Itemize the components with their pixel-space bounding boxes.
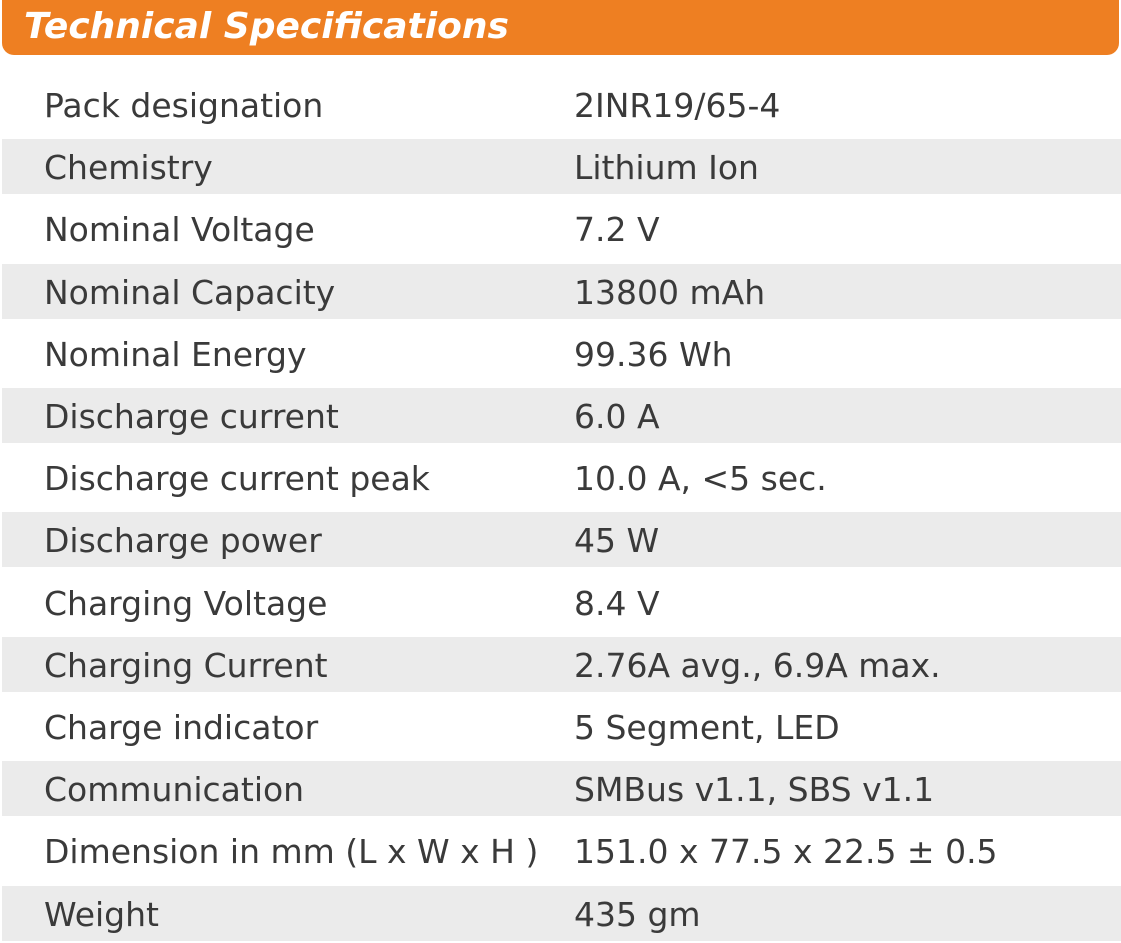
header-bar: Technical Specifications <box>2 0 1119 55</box>
spec-value: Lithium Ion <box>574 148 759 188</box>
spec-label: Discharge power <box>44 521 322 561</box>
row-band <box>2 139 1121 195</box>
row-band <box>2 885 1121 941</box>
spec-label: Discharge current <box>44 397 339 436</box>
spec-value: SMBus v1.1, SBS v1.1 <box>574 770 935 810</box>
title: Technical Specifications <box>24 6 509 47</box>
spec-value: 99.36 Wh <box>574 334 733 374</box>
row-band <box>2 263 1121 319</box>
spec-value: 435 gm <box>574 894 701 934</box>
row-band <box>2 388 1121 443</box>
spec-value: 2.76A avg., 6.9A max. <box>574 645 941 685</box>
row-band <box>2 761 1121 817</box>
row-band <box>2 512 1121 568</box>
spec-value: 151.0 x 77.5 x 22.5 ± 0.5 <box>574 832 998 872</box>
spec-label: Charging Voltage <box>44 583 328 623</box>
spec-label: Discharge current peak <box>44 459 430 499</box>
spec-label: Weight <box>44 894 159 934</box>
row-band <box>2 636 1121 692</box>
spec-value: 5 Segment, LED <box>574 708 840 747</box>
spec-value: 10.0 A, <5 sec. <box>574 459 827 499</box>
spec-value: 45 W <box>574 521 660 561</box>
spec-value: 6.0 A <box>574 397 660 436</box>
spec-label: Charge indicator <box>44 708 319 747</box>
spec-label: Nominal Capacity <box>44 272 336 312</box>
spec-label: Charging Current <box>44 645 328 685</box>
spec-label: Dimension in mm (L x W x H ) <box>44 832 539 872</box>
spec-label: Nominal Energy <box>44 334 307 374</box>
spec-label: Pack designation <box>44 86 324 125</box>
spec-value: 2INR19/65-4 <box>574 86 781 125</box>
spec-value: 13800 mAh <box>574 272 766 312</box>
spec-label: Nominal Voltage <box>44 210 315 250</box>
spec-label: Chemistry <box>44 148 213 188</box>
spec-value: 8.4 V <box>574 583 660 623</box>
spec-label: Communication <box>44 770 305 810</box>
spec-value: 7.2 V <box>574 210 660 250</box>
